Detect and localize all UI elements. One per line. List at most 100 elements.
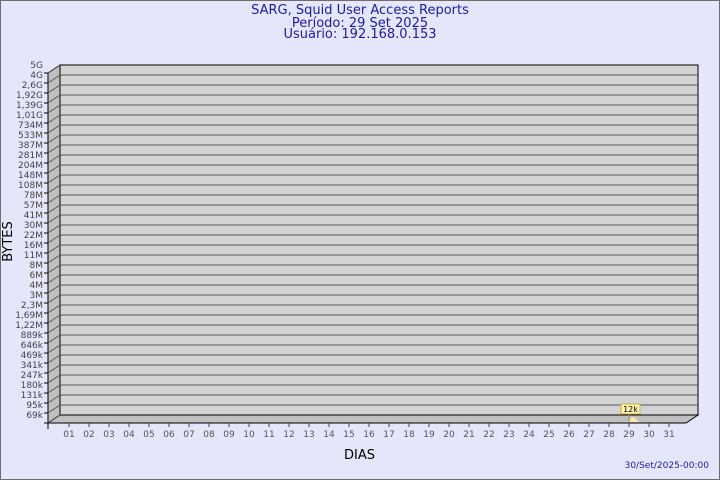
gridline-side <box>47 64 61 74</box>
y-tick-label: 1,92G <box>16 91 43 101</box>
y-tick-label: 16M <box>24 241 43 251</box>
gridline-side <box>47 304 61 314</box>
gridline-side <box>47 264 61 274</box>
x-tick-label: 08 <box>203 430 215 440</box>
y-tick-label: 1,22M <box>15 321 43 331</box>
gridline-side <box>47 384 61 394</box>
gridline-side <box>47 254 61 264</box>
gridline-side <box>47 354 61 364</box>
y-tick-label: 57M <box>24 201 43 211</box>
x-tick-label: 23 <box>503 430 514 440</box>
gridline-side <box>47 244 61 254</box>
y-tick-label: 4M <box>30 281 44 291</box>
gridline-side <box>47 184 61 194</box>
y-tick-label: 2,3M <box>21 301 43 311</box>
y-tick-label: 469k <box>21 351 44 361</box>
x-tick-label: 14 <box>323 430 335 440</box>
chart-user: Usuário: 192.168.0.153 <box>283 27 437 42</box>
x-tick-label: 25 <box>543 430 554 440</box>
x-tick-label: 26 <box>563 430 575 440</box>
gridline-side <box>47 194 61 204</box>
gridline-side <box>47 94 61 104</box>
x-tick-label: 21 <box>463 430 474 440</box>
x-tick-label: 17 <box>383 430 394 440</box>
x-tick-label: 10 <box>243 430 255 440</box>
gridline-side <box>47 404 61 414</box>
y-tick-label: 889k <box>21 331 44 341</box>
x-tick-label: 19 <box>423 430 435 440</box>
y-tick-label: 6M <box>30 271 44 281</box>
x-tick-label: 12 <box>283 430 294 440</box>
gridline-side <box>47 174 61 184</box>
gridline-side <box>47 414 61 424</box>
gridline-side <box>47 164 61 174</box>
timestamp: 30/Set/2025-00:00 <box>624 461 709 471</box>
x-tick-label: 01 <box>63 430 74 440</box>
x-tick-label: 03 <box>103 430 114 440</box>
gridline-side <box>47 344 61 354</box>
y-tick-label: 95k <box>26 401 43 411</box>
gridline-side <box>47 294 61 304</box>
x-tick-label: 31 <box>663 430 674 440</box>
y-tick-label: 108M <box>18 181 43 191</box>
x-tick-label: 20 <box>443 430 455 440</box>
y-tick-label: 281M <box>18 151 43 161</box>
y-tick-label: 148M <box>18 171 43 181</box>
x-tick-label: 09 <box>223 430 235 440</box>
x-tick-label: 02 <box>83 430 94 440</box>
x-tick-label: 27 <box>583 430 594 440</box>
x-tick-label: 22 <box>483 430 494 440</box>
bar-day-29 <box>627 417 639 422</box>
gridline-side <box>47 84 61 94</box>
gridline-side <box>47 364 61 374</box>
gridline-side <box>47 224 61 234</box>
gridline-side <box>47 74 61 84</box>
gridline-side <box>47 104 61 114</box>
y-tick-label: 30M <box>24 221 43 231</box>
x-tick-label: 04 <box>123 430 135 440</box>
x-tick-label: 28 <box>603 430 615 440</box>
gridline-side <box>47 334 61 344</box>
y-tick-label: 180k <box>21 381 44 391</box>
gridline-side <box>47 114 61 124</box>
y-tick-label: 3M <box>30 291 44 301</box>
y-tick-label: 131k <box>21 391 44 401</box>
plot-back-wall <box>59 64 699 416</box>
y-tick-label: 1,39G <box>16 101 43 111</box>
x-tick-label: 11 <box>263 430 274 440</box>
y-tick-label: 247k <box>21 371 44 381</box>
y-tick-label: 22M <box>24 231 43 241</box>
x-tick-label: 13 <box>303 430 314 440</box>
gridline-side <box>47 234 61 244</box>
y-tick-label: 734M <box>18 121 43 131</box>
x-tick-label: 24 <box>523 430 535 440</box>
y-tick-label: 4G <box>30 71 43 81</box>
x-tick-label: 06 <box>163 430 175 440</box>
y-tick-label: 533M <box>18 131 43 141</box>
y-tick-label: 646k <box>21 341 44 351</box>
x-tick-label: 16 <box>363 430 375 440</box>
y-tick-label: 5G <box>30 61 43 71</box>
y-tick-label: 11M <box>24 251 43 261</box>
gridline-side <box>47 154 61 164</box>
gridline-side <box>47 204 61 214</box>
chart-title: SARG, Squid User Access Reports <box>251 3 469 18</box>
gridline-side <box>47 324 61 334</box>
y-tick-label: 1,01G <box>16 111 43 121</box>
x-tick-label: 15 <box>343 430 354 440</box>
y-tick-label: 8M <box>30 261 44 271</box>
gridline-side <box>47 134 61 144</box>
plot-floor <box>46 414 700 424</box>
gridline-side <box>47 314 61 324</box>
data-label-box <box>620 403 641 415</box>
x-tick-label: 07 <box>183 430 194 440</box>
gridline-side <box>47 214 61 224</box>
x-tick-label: 29 <box>623 430 635 440</box>
y-tick-label: 387M <box>18 141 43 151</box>
y-tick-label: 41M <box>24 211 43 221</box>
y-tick-label: 2,6G <box>22 81 43 91</box>
y-tick-label: 78M <box>24 191 43 201</box>
x-tick-label: 18 <box>403 430 415 440</box>
gridline-side <box>47 394 61 404</box>
x-tick-label: 30 <box>643 430 655 440</box>
